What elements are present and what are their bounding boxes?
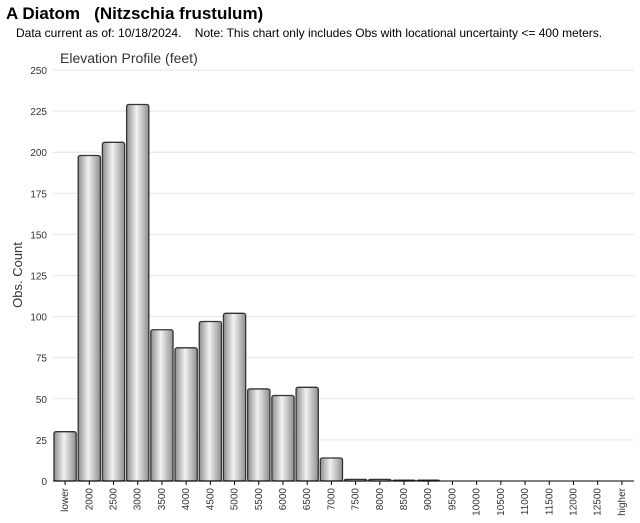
- y-tick-label: 0: [41, 477, 47, 488]
- bars: [53, 103, 440, 482]
- y-tick-label: 175: [30, 189, 47, 200]
- bar-2500: [101, 141, 126, 482]
- page-title: A Diatom (Nitzschia frustulum): [6, 4, 264, 23]
- x-tick-label: 10500: [496, 488, 507, 516]
- grid-lines: [53, 69, 634, 441]
- x-tick-label: 12500: [593, 488, 604, 516]
- x-tick-label: 3500: [157, 488, 168, 511]
- x-tick-label: 4000: [181, 488, 192, 511]
- y-tick-label: 100: [30, 313, 47, 324]
- x-tick-label: higher: [617, 487, 628, 515]
- x-tick-label: 10000: [472, 488, 483, 516]
- x-tick-label: 9000: [423, 488, 434, 511]
- y-tick-label: 250: [30, 66, 47, 77]
- y-tick-label: 225: [30, 107, 47, 118]
- bar-3000: [125, 103, 150, 482]
- axes: 0 25 50 75 100 125 150 175 200 225 250 lower 2000 250…: [30, 66, 634, 516]
- bar-5000: [222, 312, 247, 482]
- x-tick-label: 7000: [326, 488, 337, 511]
- bar-3500: [150, 329, 174, 482]
- x-tick-label: 7500: [351, 488, 362, 511]
- y-axis-label: Obs. Count: [10, 242, 25, 308]
- bar-5500: [247, 388, 271, 482]
- x-tick-label: 11500: [544, 488, 555, 516]
- x-tick-label: 2500: [109, 488, 120, 511]
- y-tick-label: 50: [36, 395, 48, 406]
- x-tick-label: 6500: [302, 488, 313, 511]
- x-tick-label: 5500: [254, 488, 265, 511]
- x-tick-label: lower: [60, 487, 71, 512]
- y-tick-label: 125: [30, 272, 47, 283]
- x-tick-label: 2000: [84, 488, 95, 511]
- bar-4000: [174, 347, 198, 482]
- x-tick-label: 3000: [133, 488, 144, 511]
- bar-4500: [198, 320, 223, 482]
- bar-2000: [77, 154, 102, 482]
- y-tick-label: 25: [36, 436, 48, 447]
- x-tick-label: 12000: [568, 488, 579, 516]
- x-tick-label: 8500: [399, 488, 410, 511]
- bar-7000: [319, 457, 344, 482]
- y-tick-label: 200: [30, 148, 47, 159]
- data-note: Data current as of: 10/18/2024. Note: Th…: [16, 26, 603, 40]
- chart-title: Elevation Profile (feet): [60, 50, 198, 66]
- x-tick-label: 6000: [278, 488, 289, 511]
- y-tick-label: 150: [30, 230, 47, 241]
- x-tick-label: 11000: [520, 488, 531, 516]
- x-tick-label: 8000: [375, 488, 386, 511]
- x-tick-label: 9500: [447, 488, 458, 511]
- y-tick-label: 75: [36, 354, 48, 365]
- x-tick-label: 5000: [230, 488, 241, 511]
- bar-6500: [295, 386, 319, 482]
- bar-6000: [271, 394, 295, 482]
- x-tick-label: 4500: [205, 488, 216, 511]
- bar-lower: [53, 431, 77, 482]
